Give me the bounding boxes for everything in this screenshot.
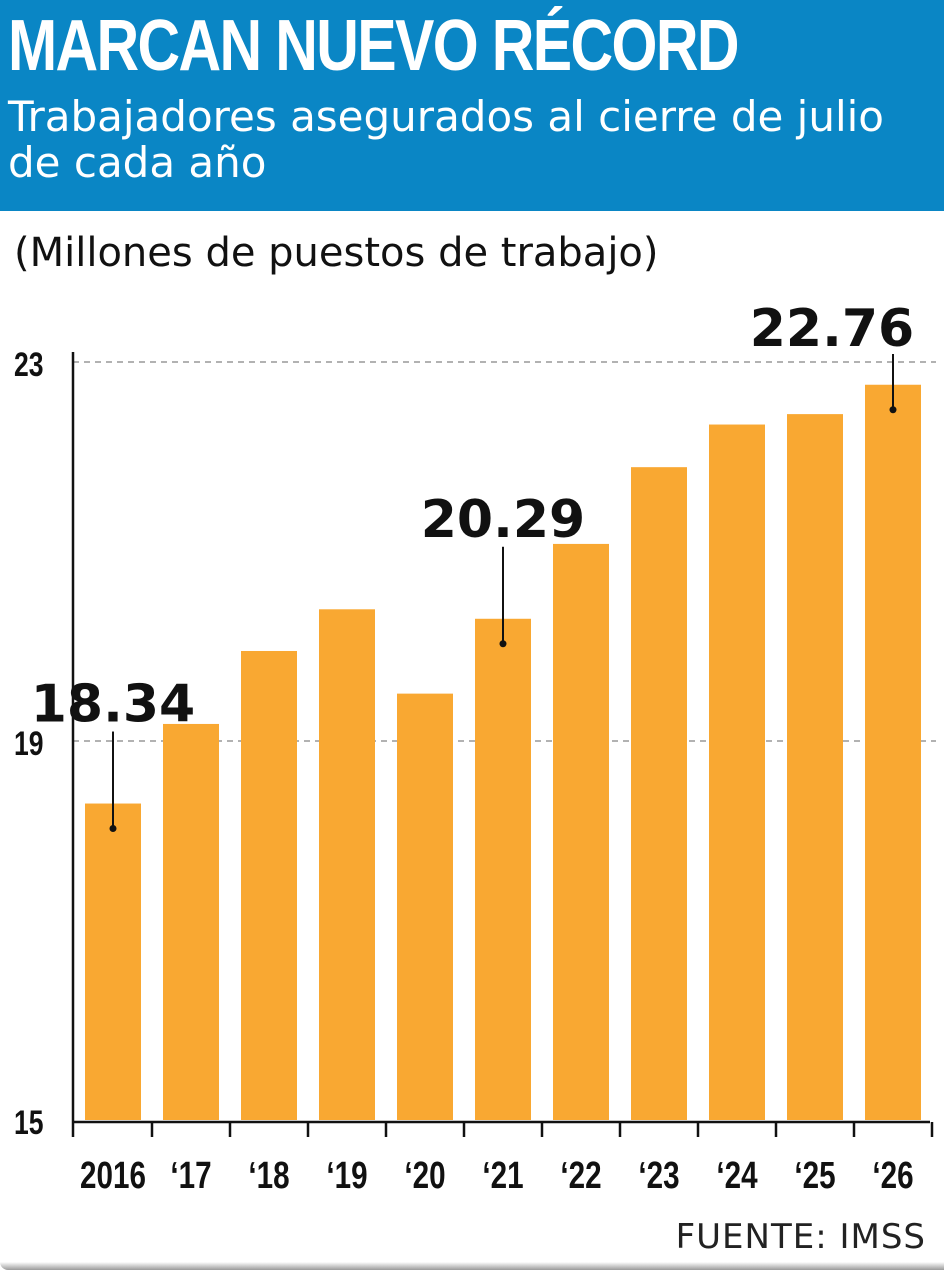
chart-subtitle: Trabajadores asegurados al cierre de jul… xyxy=(8,92,884,187)
x-tick-label: ‘23 xyxy=(638,1155,679,1197)
x-tick-label: ‘18 xyxy=(248,1155,289,1197)
bar xyxy=(787,414,843,1120)
y-tick-label: 19 xyxy=(14,725,44,763)
header-banner: MARCAN NUEVO RÉCORD Trabajadores asegura… xyxy=(0,0,944,211)
bar xyxy=(85,803,141,1120)
annotation-dot xyxy=(109,825,117,833)
x-tick-label: ‘19 xyxy=(326,1155,367,1197)
x-tick-label: ‘26 xyxy=(872,1155,913,1197)
bar xyxy=(865,384,921,1120)
source-note: FUENTE: IMSS xyxy=(675,1217,926,1257)
bar xyxy=(709,424,765,1120)
x-tick-label: ‘22 xyxy=(560,1155,601,1197)
x-tick-label: ‘24 xyxy=(716,1155,757,1197)
y-tick-label: 15 xyxy=(14,1104,44,1142)
bar xyxy=(319,609,375,1120)
annotation-dot xyxy=(499,640,507,648)
annotation-value-label: 20.29 xyxy=(421,490,585,550)
bar xyxy=(163,723,219,1120)
x-tick-label: 2016 xyxy=(80,1155,146,1197)
annotation-value-label: 22.76 xyxy=(750,299,914,359)
x-tick-label: ‘25 xyxy=(794,1155,835,1197)
units-label: (Millones de puestos de trabajo) xyxy=(14,230,659,276)
bar xyxy=(631,467,687,1120)
bar xyxy=(397,693,453,1120)
annotation-value-label: 18.34 xyxy=(31,675,195,735)
chart-title: MARCAN NUEVO RÉCORD xyxy=(8,6,739,86)
bar xyxy=(475,618,531,1120)
bar xyxy=(553,543,609,1120)
x-tick-label: ‘20 xyxy=(404,1155,445,1197)
x-tick-label: ‘21 xyxy=(482,1155,523,1197)
y-tick-label: 23 xyxy=(14,346,44,384)
annotation-dot xyxy=(889,406,897,414)
bar xyxy=(241,650,297,1120)
x-tick-label: ‘17 xyxy=(170,1155,211,1197)
page-bottom-edge xyxy=(0,1262,944,1270)
